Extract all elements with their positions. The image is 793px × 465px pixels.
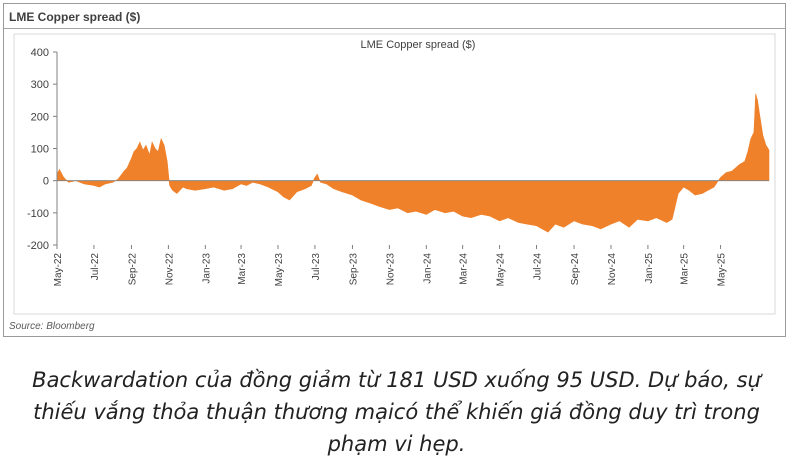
x-tick-label: Mar-25 [680,253,691,285]
x-tick-label: May-22 [53,253,64,287]
y-tick-label: -100 [27,208,49,220]
x-tick-label: Jul-22 [90,253,101,281]
header-divider [4,28,785,29]
chart-title: LME Copper spread ($) [361,39,476,51]
x-tick-label: Nov-23 [385,253,396,286]
y-tick-label: 200 [31,111,49,123]
x-tick-label: Jul-24 [533,253,544,281]
x-tick-label: Nov-24 [607,253,618,286]
plot-frame [13,33,776,315]
y-tick-label: 300 [31,79,49,91]
chart-header-title: LME Copper spread ($) [9,10,141,24]
x-tick-label: Jul-23 [311,253,322,281]
x-tick-label: Sep-24 [570,253,581,286]
y-tick-label: 0 [43,176,49,188]
x-tick-label: Sep-22 [127,253,138,286]
x-tick-label: Jan-23 [201,253,212,284]
copper-spread-chart: LME Copper spread ($) 400 300 200 100 0 -100 -2… [13,33,776,315]
chart-source: Source: Bloomberg [9,321,95,332]
x-tick-label: Jan-25 [644,253,655,284]
x-tick-label: Nov-22 [164,253,175,286]
y-tick-label: -200 [27,240,49,252]
x-tick-label: May-23 [274,253,285,287]
x-tick-label: Mar-23 [237,253,248,285]
figure-caption: Backwardation của đồng giảm từ 181 USD x… [32,368,761,456]
y-tick-label: 100 [31,144,49,156]
x-tick-label: Mar-24 [459,253,470,285]
chart-panel: LME Copper spread ($) LME Copper spread … [3,3,786,337]
x-tick-label: Jan-24 [422,253,433,284]
spread-area-series [56,93,770,233]
x-tick-label: May-25 [717,253,728,287]
y-tick-label: 400 [31,47,49,59]
x-tick-label: Sep-23 [348,253,359,286]
x-tick-label: May-24 [496,253,507,287]
